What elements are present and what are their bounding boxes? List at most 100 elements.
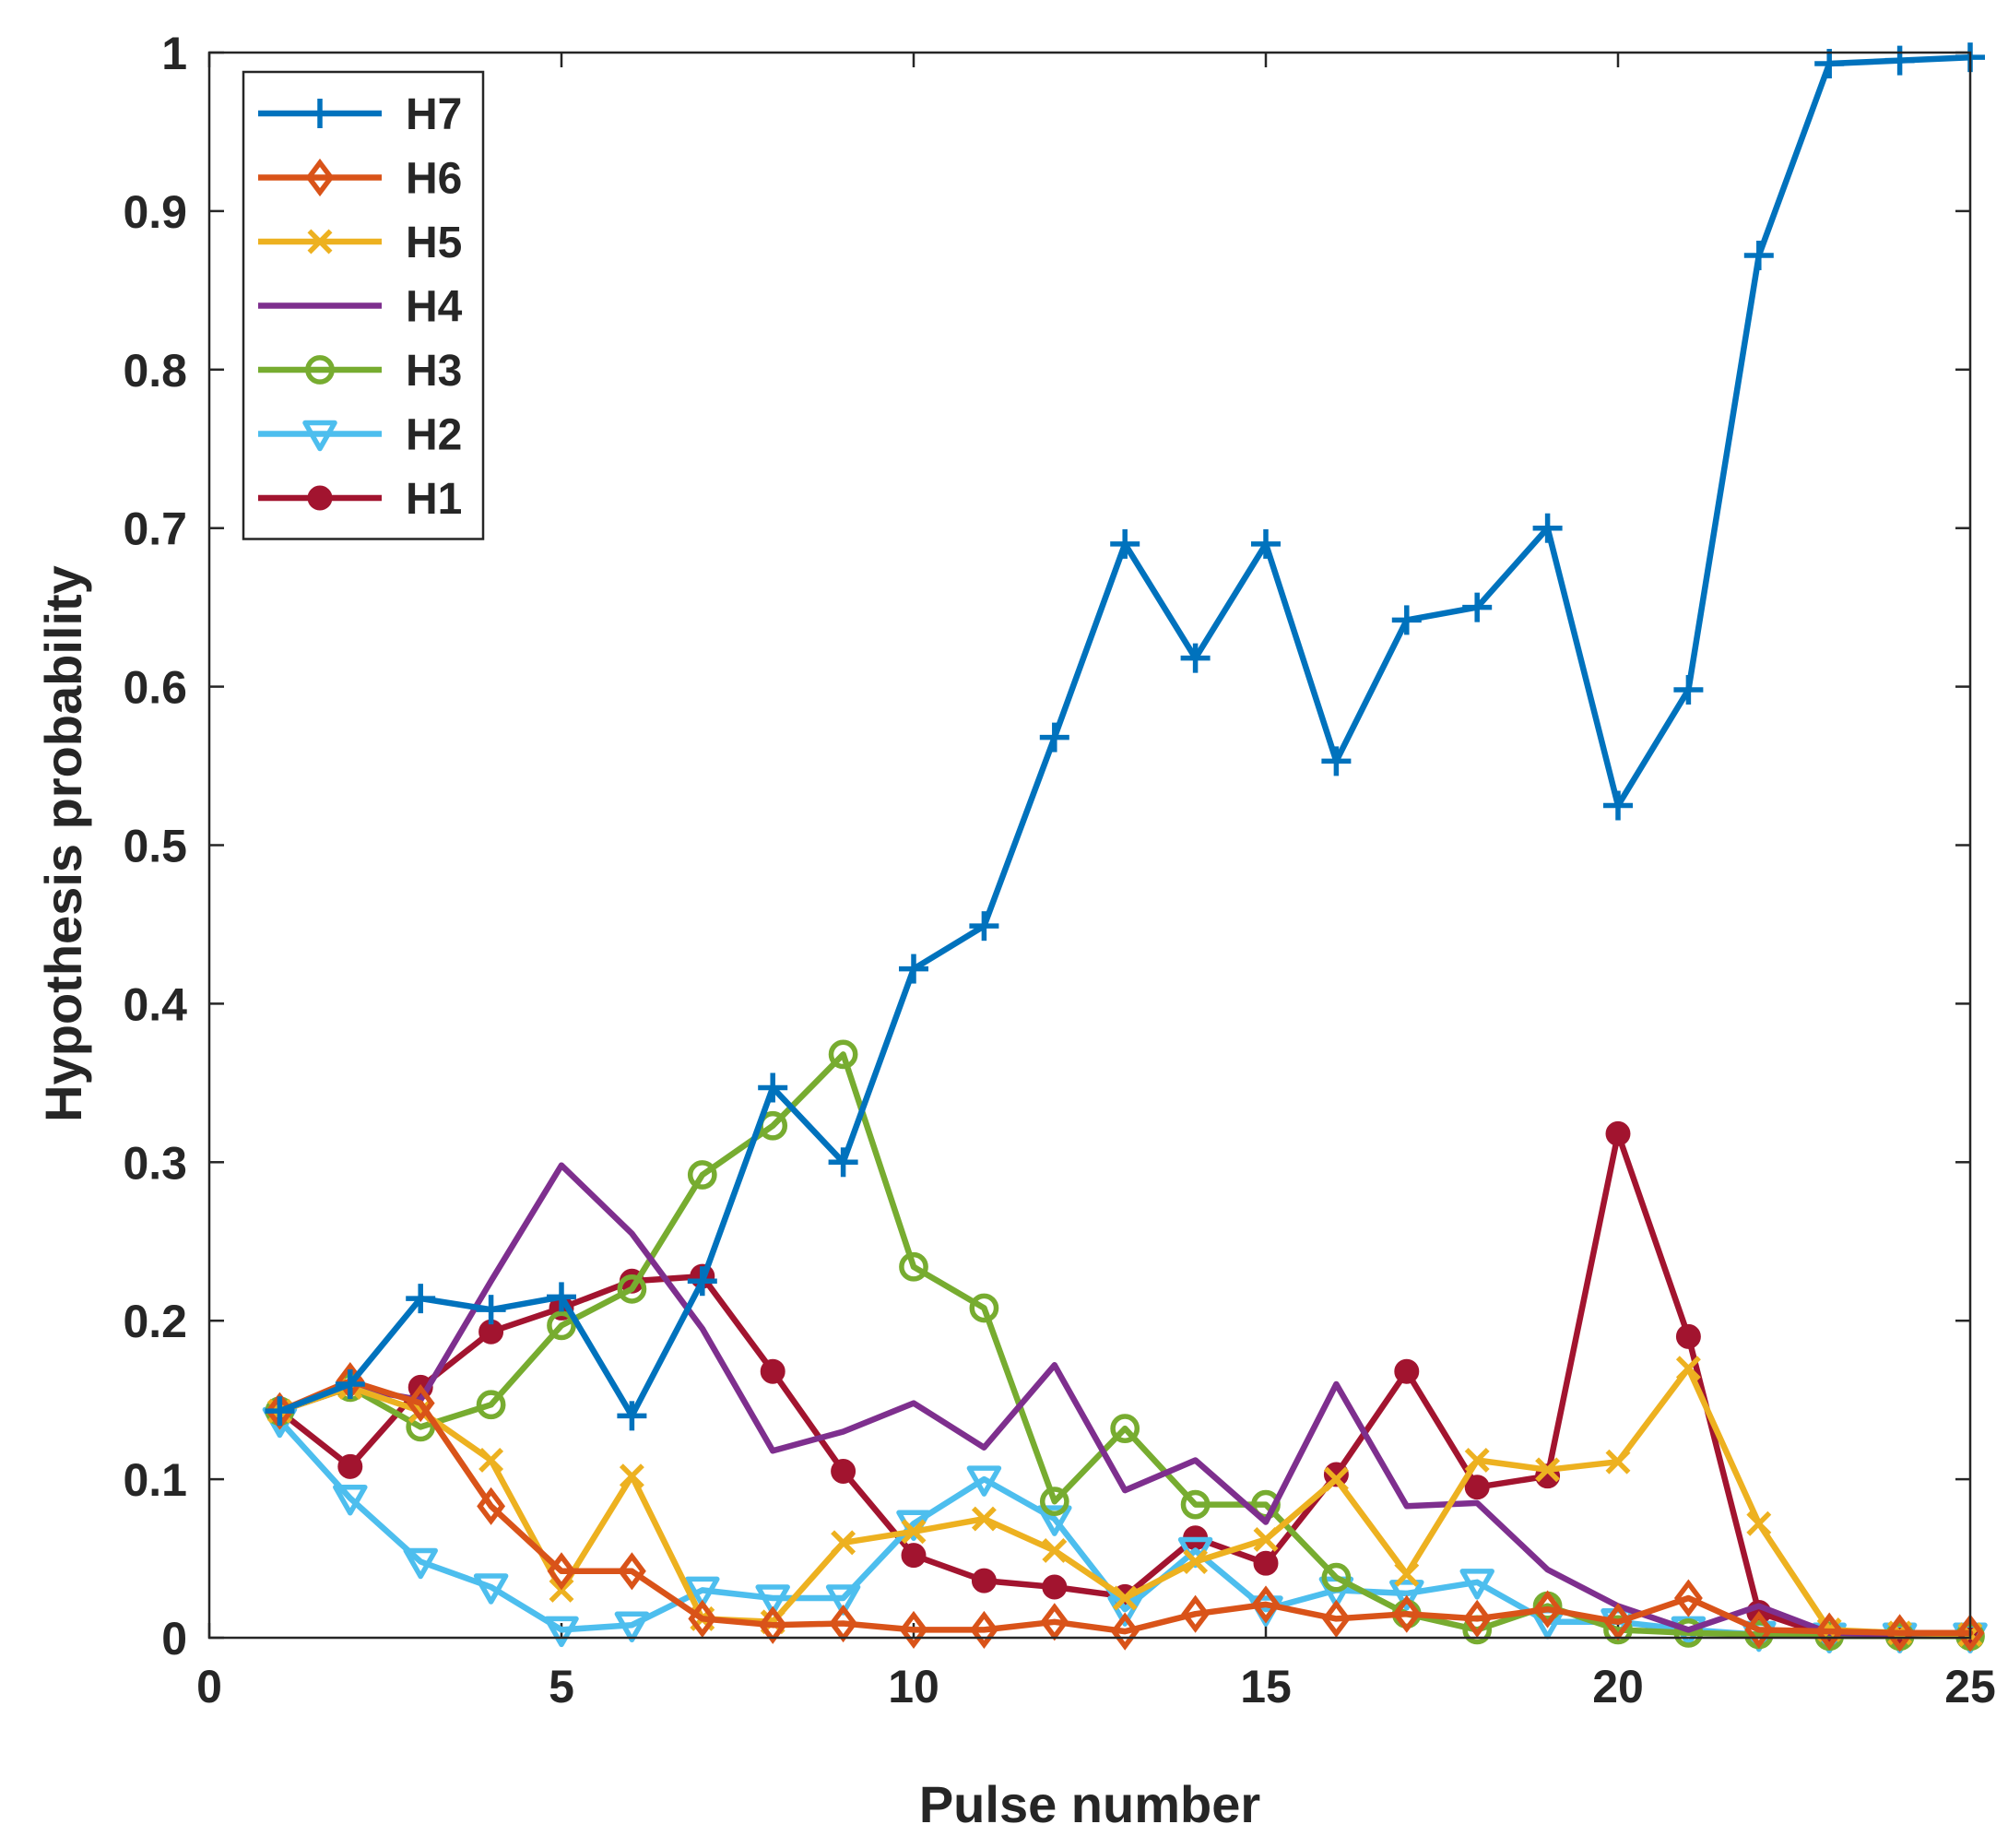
data-point-h6 <box>758 1605 787 1644</box>
data-point-h5 <box>1183 1549 1209 1574</box>
legend-entry-h7: H7 <box>258 90 462 139</box>
data-point-h2 <box>1037 1505 1072 1536</box>
data-point-h7 <box>406 1284 436 1314</box>
data-point-h7 <box>1603 790 1633 821</box>
data-point-h7 <box>899 954 928 984</box>
data-point-h7 <box>758 1072 788 1103</box>
data-point-h3 <box>1321 1562 1352 1593</box>
data-point-h1 <box>901 1543 927 1569</box>
data-point-h7 <box>828 1147 858 1178</box>
legend-entry-h2: H2 <box>258 411 462 460</box>
data-point-h7 <box>1039 722 1069 752</box>
data-point-h3 <box>617 1273 647 1304</box>
x-tick-label: 25 <box>1944 1661 1996 1712</box>
data-point-h7 <box>1743 241 1774 271</box>
data-point-h5 <box>1394 1561 1420 1587</box>
legend-marker-h5 <box>307 229 333 255</box>
legend-entry-h5: H5 <box>258 219 462 267</box>
data-point-h5 <box>1675 1356 1701 1381</box>
x-tick-label: 15 <box>1240 1661 1292 1712</box>
data-point-h6 <box>1110 1612 1140 1651</box>
y-tick-label: 1 <box>161 28 187 79</box>
axes: 0 5 10 15 20 25 0 0.1 0.2 0.3 0.4 0.5 0.6 0.7 0.8 0.9 1 <box>123 28 1995 1712</box>
series-group <box>262 42 1988 1654</box>
data-point-h6 <box>547 1552 576 1591</box>
data-point-h5 <box>1746 1510 1772 1536</box>
data-point-h5 <box>549 1577 574 1603</box>
data-point-h7 <box>476 1295 506 1325</box>
legend-marker-h2 <box>302 420 337 452</box>
legend-label-h2: H2 <box>406 411 462 460</box>
legend-entry-h4: H4 <box>258 283 463 332</box>
data-point-h1 <box>1605 1120 1631 1146</box>
data-point-h1 <box>1675 1323 1701 1349</box>
y-tick-label: 0.4 <box>123 978 187 1030</box>
data-point-h7 <box>687 1266 717 1297</box>
legend-marker-h3 <box>305 355 335 385</box>
data-point-h1 <box>760 1358 785 1384</box>
data-point-h3 <box>1673 1617 1704 1648</box>
x-tick-label: 10 <box>888 1661 939 1712</box>
data-point-h3 <box>547 1310 576 1341</box>
data-point-h2 <box>825 1584 861 1616</box>
data-point-h6 <box>1955 1614 1985 1653</box>
data-point-h7 <box>1462 592 1493 622</box>
data-point-h6 <box>969 1610 998 1649</box>
x-axis-title: Pulse number <box>919 1775 1260 1833</box>
data-point-h2 <box>333 1484 368 1516</box>
data-point-h7 <box>1814 49 1845 79</box>
y-tick-label: 0.2 <box>123 1296 187 1347</box>
legend-entry-h3: H3 <box>258 347 462 396</box>
x-tick-label: 20 <box>1592 1661 1644 1712</box>
y-tick-label: 0.3 <box>123 1137 187 1189</box>
legend-label-h1: H1 <box>406 475 462 524</box>
data-point-h5 <box>1112 1585 1138 1611</box>
data-point-h6 <box>1392 1594 1422 1633</box>
y-tick-label: 0 <box>161 1613 187 1664</box>
legend-label-h4: H4 <box>406 283 463 332</box>
legend-marker-h7 <box>305 99 335 128</box>
legend-label-h6: H6 <box>406 155 462 204</box>
series-h4 <box>277 1162 1974 1638</box>
legend-entry-h6: H6 <box>258 155 462 204</box>
y-tick-label: 0.1 <box>123 1454 187 1506</box>
data-point-h3 <box>1180 1489 1211 1520</box>
data-point-h6 <box>688 1599 717 1638</box>
data-point-h6 <box>477 1487 506 1525</box>
series-line-h4 <box>277 1162 1974 1638</box>
data-point-h6 <box>1533 1590 1563 1629</box>
legend-entry-h1: H1 <box>258 475 462 524</box>
data-point-h7 <box>1321 746 1352 776</box>
data-point-h5 <box>1253 1526 1279 1552</box>
data-point-h3 <box>969 1293 999 1323</box>
y-tick-label: 0.8 <box>123 345 187 397</box>
data-point-h6 <box>1673 1579 1703 1617</box>
legend: H7 H6 H5 H4 H3 H2 H1 <box>242 70 485 540</box>
series-line-h3 <box>277 1051 1974 1640</box>
data-point-h7 <box>1110 528 1140 559</box>
data-point-h1 <box>1253 1550 1279 1576</box>
legend-marker-h1 <box>307 485 333 511</box>
data-point-h7 <box>1532 513 1563 543</box>
data-point-h6 <box>617 1552 646 1591</box>
data-point-h2 <box>685 1576 720 1608</box>
data-point-h1 <box>831 1459 856 1484</box>
data-point-h2 <box>755 1584 790 1616</box>
data-point-h2 <box>403 1547 438 1580</box>
data-point-h7 <box>617 1401 647 1431</box>
y-tick-label: 0.7 <box>123 503 187 555</box>
plot-frame <box>207 51 1972 1640</box>
series-line-h6 <box>277 1378 1974 1637</box>
data-point-h5 <box>478 1448 504 1473</box>
data-point-h5 <box>971 1506 997 1532</box>
legend-label-h7: H7 <box>406 90 462 139</box>
data-point-h1 <box>1042 1574 1068 1600</box>
data-point-h1 <box>971 1568 997 1593</box>
data-point-h7 <box>1180 643 1211 673</box>
data-point-h6 <box>1321 1599 1351 1638</box>
data-point-h7 <box>547 1282 576 1312</box>
data-point-h5 <box>831 1530 856 1556</box>
data-point-h2 <box>614 1611 650 1642</box>
